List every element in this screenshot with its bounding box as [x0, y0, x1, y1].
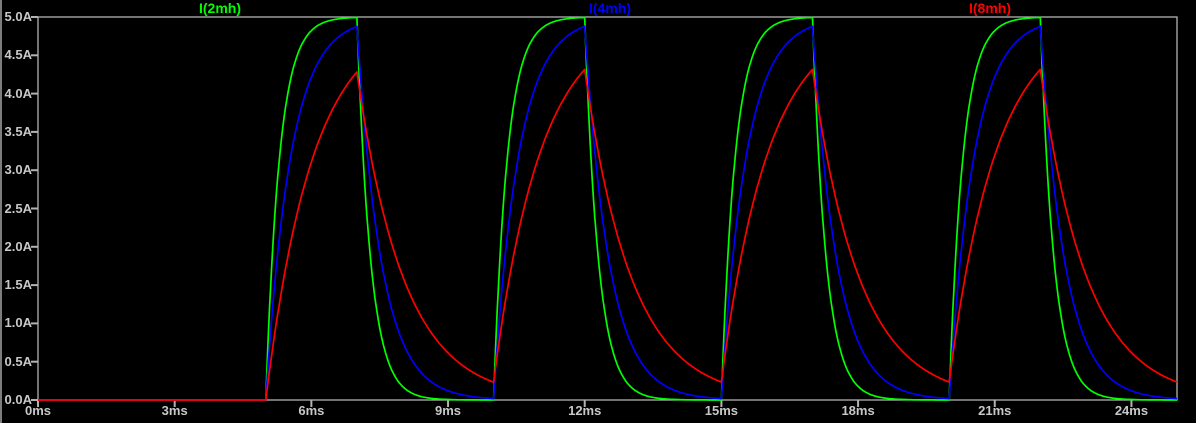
x-tick-label: 21ms: [978, 403, 1012, 418]
y-tick-label: 4.5A: [4, 47, 32, 63]
y-tick-label: 2.5A: [4, 200, 32, 216]
y-tick-label: 2.0A: [4, 238, 32, 254]
plot-border: [37, 16, 1178, 401]
trace-I(4mh)[interactable]: [38, 25, 1178, 401]
y-tick-label: 3.0A: [4, 162, 32, 178]
x-tick-label: 3ms: [161, 403, 188, 418]
trace-label-i2mh[interactable]: I(2mh): [199, 0, 241, 16]
window-frame-left: [0, 0, 2, 423]
x-tick-label: 0ms: [24, 403, 52, 418]
y-tick-label: 0.0A: [4, 392, 32, 407]
trace-label-i4mh[interactable]: I(4mh): [589, 0, 631, 16]
y-tick-label: 1.0A: [4, 315, 32, 331]
y-tick-label: 1.5A: [4, 277, 32, 293]
y-tick-label: 5.0A: [4, 9, 32, 24]
y-tick-label: 4.0A: [4, 85, 32, 101]
trace-label-i8mh[interactable]: I(8mh): [969, 0, 1011, 16]
y-tick-label: 3.5A: [4, 123, 32, 139]
y-tick-label: 0.5A: [4, 353, 32, 369]
x-tick-label: 18ms: [841, 403, 875, 418]
x-tick-label: 24ms: [1114, 403, 1149, 418]
x-tick-label: 12ms: [568, 403, 602, 418]
trace-I(2mh)[interactable]: [38, 16, 1177, 401]
x-tick-label: 9ms: [435, 403, 462, 418]
x-tick-label: 6ms: [298, 403, 325, 418]
x-tick-label: 15ms: [704, 403, 739, 418]
trace-I(8mh)[interactable]: [38, 68, 1178, 401]
